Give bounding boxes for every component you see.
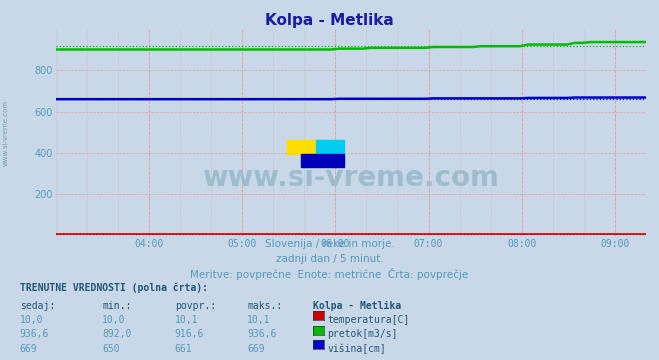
FancyBboxPatch shape <box>287 140 316 154</box>
Text: 650: 650 <box>102 344 120 354</box>
Text: Slovenija / reke in morje.: Slovenija / reke in morje. <box>264 239 395 249</box>
Text: 936,6: 936,6 <box>247 329 277 339</box>
Text: zadnji dan / 5 minut.: zadnji dan / 5 minut. <box>275 254 384 264</box>
Text: www.si-vreme.com: www.si-vreme.com <box>2 100 9 166</box>
Text: 661: 661 <box>175 344 192 354</box>
Text: Kolpa - Metlika: Kolpa - Metlika <box>313 301 401 311</box>
Text: TRENUTNE VREDNOSTI (polna črta):: TRENUTNE VREDNOSTI (polna črta): <box>20 283 208 293</box>
Text: 10,1: 10,1 <box>175 315 198 325</box>
Text: 10,0: 10,0 <box>20 315 43 325</box>
FancyBboxPatch shape <box>301 154 344 167</box>
Text: 916,6: 916,6 <box>175 329 204 339</box>
Text: Kolpa - Metlika: Kolpa - Metlika <box>265 13 394 28</box>
Text: 10,0: 10,0 <box>102 315 126 325</box>
Text: pretok[m3/s]: pretok[m3/s] <box>328 329 398 339</box>
Text: www.si-vreme.com: www.si-vreme.com <box>202 164 500 192</box>
Text: 936,6: 936,6 <box>20 329 49 339</box>
Text: 669: 669 <box>247 344 265 354</box>
Text: povpr.:: povpr.: <box>175 301 215 311</box>
Text: višina[cm]: višina[cm] <box>328 344 386 354</box>
Text: 892,0: 892,0 <box>102 329 132 339</box>
Text: 10,1: 10,1 <box>247 315 271 325</box>
FancyBboxPatch shape <box>316 140 344 154</box>
Text: temperatura[C]: temperatura[C] <box>328 315 410 325</box>
Text: maks.:: maks.: <box>247 301 282 311</box>
Text: min.:: min.: <box>102 301 132 311</box>
Text: sedaj:: sedaj: <box>20 301 55 311</box>
Text: 669: 669 <box>20 344 38 354</box>
Text: Meritve: povprečne  Enote: metrične  Črta: povprečje: Meritve: povprečne Enote: metrične Črta:… <box>190 268 469 280</box>
